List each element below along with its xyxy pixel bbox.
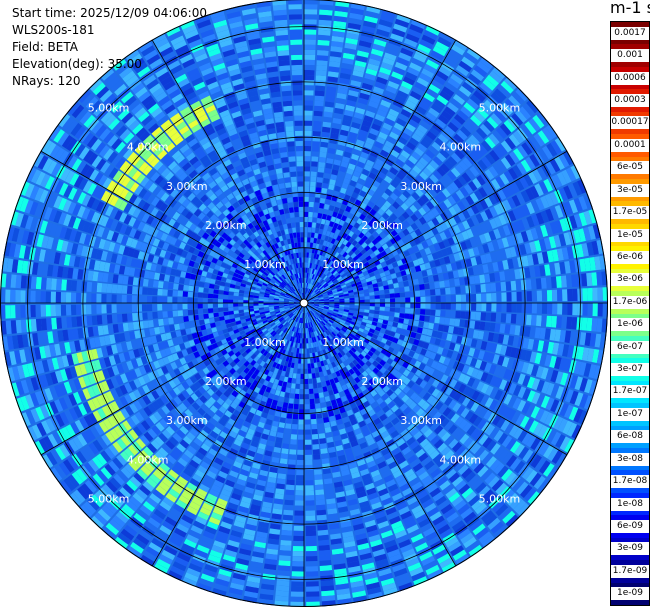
colorbar-tick-label: 3e-05 bbox=[611, 183, 649, 197]
colorbar-tick-label: 0.001 bbox=[611, 49, 649, 63]
ppi-data-layer bbox=[0, 0, 609, 608]
colorbar-tick-label: 3e-09 bbox=[611, 542, 649, 556]
range-ring-label: 1.00km bbox=[322, 258, 364, 271]
colorbar-tick-label: 3e-08 bbox=[611, 452, 649, 466]
colorbar-tick-label: 1e-07 bbox=[611, 407, 649, 421]
range-ring-label: 2.00km bbox=[205, 375, 247, 388]
colorbar-tick-label: 0.0006 bbox=[611, 71, 649, 85]
field-label: Field: BETA bbox=[12, 40, 78, 54]
colorbar-tick-label: 0.0001 bbox=[611, 138, 649, 152]
range-ring-label: 4.00km bbox=[127, 141, 169, 154]
azimuth-spoke bbox=[40, 302, 305, 456]
colorbar-tick-label: 6e-06 bbox=[611, 250, 649, 264]
ppi-range-labels: 1.00km 1.00km 1.00km 1.00km 2.00km 2.00km 2.00… bbox=[88, 102, 520, 506]
colorbar-tick-label: 0.0003 bbox=[611, 93, 649, 107]
colorbar: 0.0017 0.001 0.0006 0.0003 0.00017 0.0001 6e-0… bbox=[610, 21, 650, 606]
azimuth-spoke bbox=[303, 302, 568, 456]
range-ring-label: 3.00km bbox=[166, 180, 208, 193]
colorbar-tick-label: 1e-08 bbox=[611, 497, 649, 511]
colorbar-tick-label: 0.0017 bbox=[611, 26, 649, 40]
azimuth-spoke bbox=[303, 302, 457, 567]
nrays-label: NRays: 120 bbox=[12, 74, 81, 88]
colorbar-tick-label: 3e-06 bbox=[611, 273, 649, 287]
azimuth-spoke bbox=[151, 39, 305, 304]
range-ring-label: 4.00km bbox=[127, 453, 169, 466]
colorbar-tick-label: 1.7e-08 bbox=[611, 475, 649, 489]
instrument-label: WLS200s-181 bbox=[12, 23, 95, 37]
colorbar-tick-label: 6e-05 bbox=[611, 161, 649, 175]
range-ring-label: 2.00km bbox=[205, 219, 247, 232]
range-ring-label: 2.00km bbox=[361, 219, 403, 232]
colorbar-tick-label: 0.00017 bbox=[611, 116, 649, 130]
colorbar-tick-label: 1.7e-06 bbox=[611, 295, 649, 309]
colorbar-tick-label: 1.7e-05 bbox=[611, 206, 649, 220]
start-time-label: Start time: 2025/12/09 04:06:00 bbox=[12, 6, 207, 20]
colorbar-tick-label: 6e-09 bbox=[611, 520, 649, 534]
range-ring-label: 5.00km bbox=[479, 492, 521, 505]
azimuth-spoke bbox=[151, 302, 305, 567]
range-ring-label: 1.00km bbox=[244, 336, 286, 349]
elevation-label: Elevation(deg): 35.00 bbox=[12, 57, 142, 71]
colorbar-tick-label: 1.7e-09 bbox=[611, 564, 649, 578]
colorbar-tick-label: 3e-07 bbox=[611, 363, 649, 377]
range-ring-label: 4.00km bbox=[440, 453, 482, 466]
range-ring-label: 4.00km bbox=[440, 141, 482, 154]
range-ring-label: 3.00km bbox=[400, 414, 442, 427]
colorbar-tick-label: 1e-09 bbox=[611, 587, 649, 601]
range-ring-label: 1.00km bbox=[244, 258, 286, 271]
colorbar-title: m-1 sr-1 bbox=[610, 0, 650, 17]
ppi-plot: 1.00km 1.00km 1.00km 1.00km 2.00km 2.00km 2.00… bbox=[0, 0, 609, 608]
range-ring-label: 3.00km bbox=[166, 414, 208, 427]
range-ring-label: 5.00km bbox=[88, 102, 130, 115]
range-ring-label: 1.00km bbox=[322, 336, 364, 349]
colorbar-tick-label: 1e-06 bbox=[611, 318, 649, 332]
range-ring-label: 2.00km bbox=[361, 375, 403, 388]
colorbar-tick-label: 6e-07 bbox=[611, 340, 649, 354]
azimuth-spoke bbox=[303, 150, 568, 304]
radar-center-marker bbox=[299, 298, 309, 308]
range-ring-label: 3.00km bbox=[400, 180, 442, 193]
colorbar-tick-label: 1e-05 bbox=[611, 228, 649, 242]
colorbar-tick-label: 1.7e-07 bbox=[611, 385, 649, 399]
azimuth-spoke bbox=[303, 39, 457, 304]
colorbar-tick-label: 6e-08 bbox=[611, 430, 649, 444]
azimuth-spoke bbox=[40, 150, 305, 304]
range-ring-label: 5.00km bbox=[479, 102, 521, 115]
range-ring-label: 5.00km bbox=[88, 492, 130, 505]
ppi-range-rings bbox=[0, 0, 608, 607]
